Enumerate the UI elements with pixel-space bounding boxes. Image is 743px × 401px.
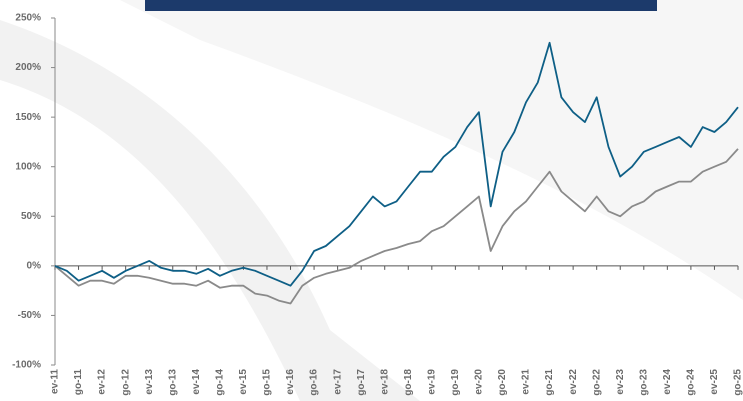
x-tick-label: ev-22 bbox=[568, 369, 579, 395]
x-tick-label: ev-21 bbox=[521, 369, 532, 395]
background-swoosh bbox=[120, 0, 743, 300]
x-tick-label: ev-24 bbox=[662, 369, 673, 395]
x-tick-label: ev-19 bbox=[426, 369, 437, 395]
y-tick-label: -50% bbox=[18, 310, 41, 321]
x-tick-label: go-13 bbox=[167, 369, 178, 396]
y-tick-label: 200% bbox=[15, 62, 41, 73]
y-tick-label: 250% bbox=[15, 13, 41, 24]
x-tick-label: ev-11 bbox=[50, 369, 61, 394]
x-tick-label: go-23 bbox=[638, 369, 649, 396]
series-line bbox=[54, 41, 739, 287]
x-tick-label: ev-20 bbox=[474, 369, 485, 395]
x-tick-label: go-19 bbox=[450, 369, 461, 396]
x-tick-label: go-11 bbox=[73, 369, 84, 396]
x-tick-label: ev-13 bbox=[144, 369, 155, 395]
x-tick-label: ev-16 bbox=[285, 369, 296, 395]
x-tick-label: go-12 bbox=[120, 369, 131, 396]
x-tick-label: ev-17 bbox=[332, 369, 343, 395]
y-tick-label: 0% bbox=[27, 260, 42, 271]
x-tick-label: go-14 bbox=[215, 369, 226, 396]
x-tick-label: go-25 bbox=[733, 369, 743, 396]
x-tick-label: ev-23 bbox=[615, 369, 626, 395]
series-line bbox=[54, 148, 739, 305]
x-tick-label: go-15 bbox=[262, 369, 273, 396]
x-tick-label: go-20 bbox=[497, 369, 508, 396]
x-tick-label: ev-15 bbox=[238, 369, 249, 395]
x-tick-label: ev-25 bbox=[709, 369, 720, 395]
y-tick-label: 100% bbox=[15, 161, 41, 172]
x-tick-label: go-17 bbox=[356, 369, 367, 396]
x-tick-label: go-24 bbox=[686, 369, 697, 396]
x-tick-label: ev-18 bbox=[379, 369, 390, 395]
background-swoosh bbox=[0, 20, 420, 401]
y-tick-label: 50% bbox=[21, 211, 41, 222]
y-tick-label: 150% bbox=[15, 112, 41, 123]
x-tick-label: ev-12 bbox=[97, 369, 108, 395]
x-tick-label: go-16 bbox=[309, 369, 320, 396]
x-tick-label: go-18 bbox=[403, 369, 414, 396]
y-tick-label: -100% bbox=[12, 360, 41, 371]
x-tick-label: go-21 bbox=[544, 369, 555, 396]
x-tick-label: go-22 bbox=[591, 369, 602, 396]
title-bar bbox=[145, 0, 657, 11]
x-tick-label: ev-14 bbox=[191, 369, 202, 395]
